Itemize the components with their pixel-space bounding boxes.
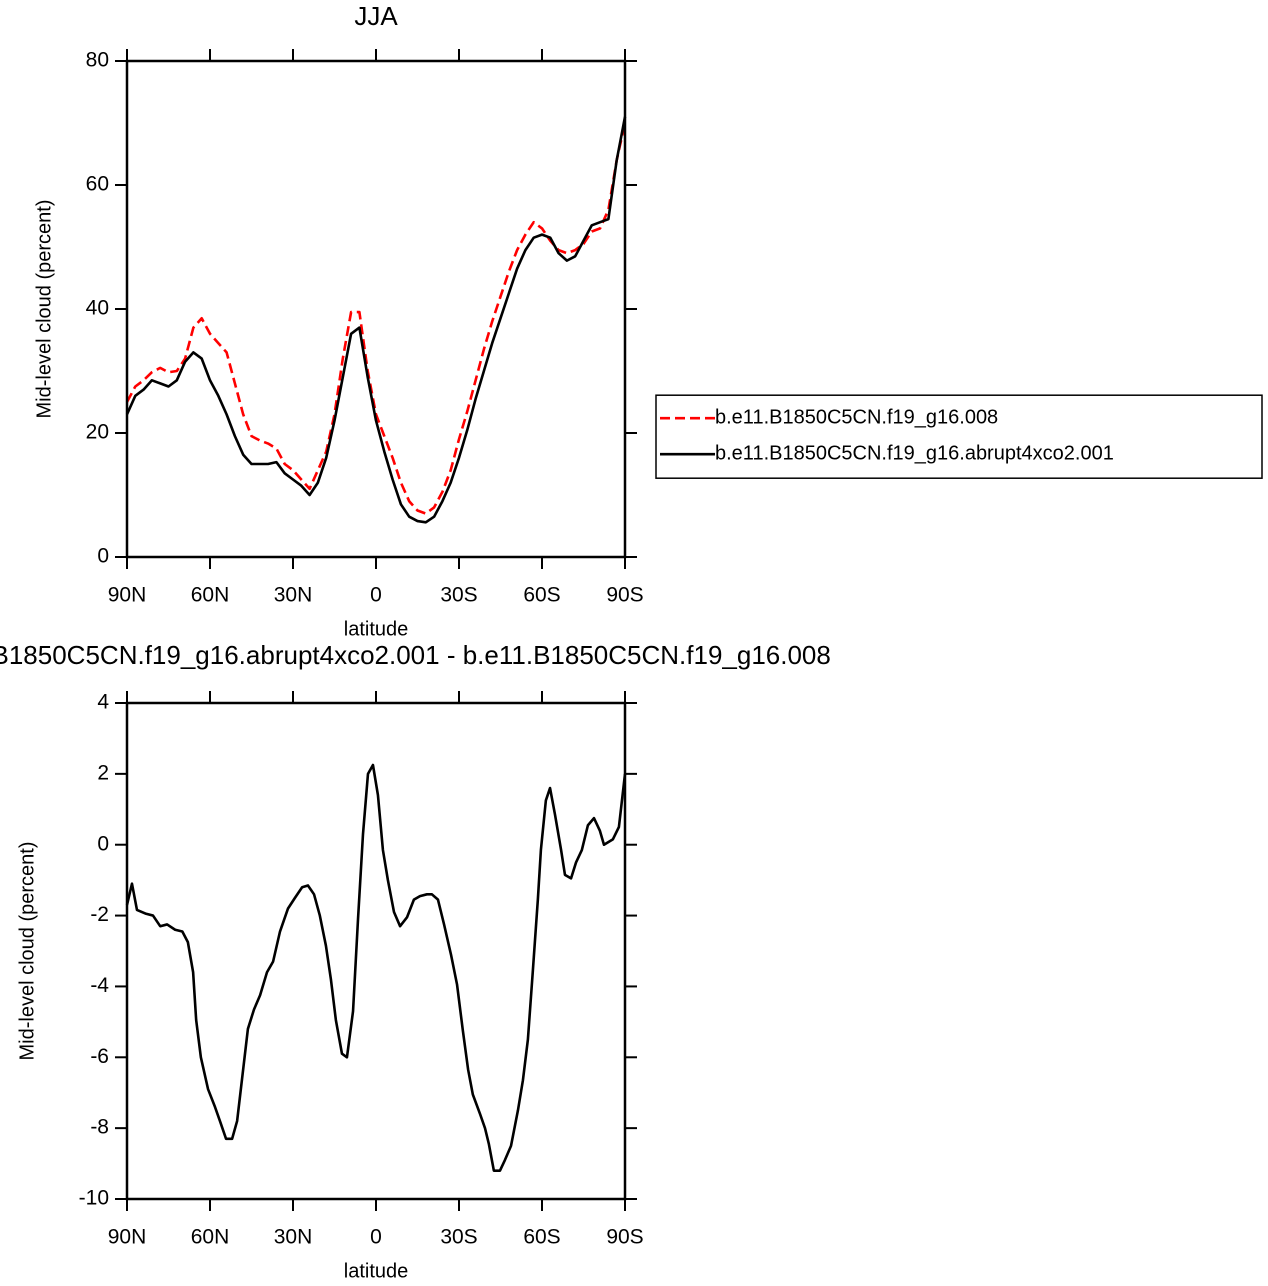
x-tick-label: 0 bbox=[370, 1226, 382, 1249]
y-tick-label: -10 bbox=[79, 1187, 109, 1210]
x-tick-label: 60S bbox=[523, 584, 560, 607]
y-axis-label: Mid-level cloud (percent) bbox=[16, 842, 38, 1061]
legend-label: b.e11.B1850C5CN.f19_g16.abrupt4xco2.001 bbox=[715, 442, 1114, 464]
legend: b.e11.B1850C5CN.f19_g16.008 b.e11.B1850C5… bbox=[655, 394, 1263, 479]
x-tick-label: 60N bbox=[191, 1226, 230, 1249]
y-tick-label: 80 bbox=[86, 49, 109, 72]
x-axis-label: latitude bbox=[344, 1260, 409, 1282]
x-tick-label: 30S bbox=[440, 584, 477, 607]
data-line bbox=[125, 122, 627, 515]
x-tick-label: 90S bbox=[606, 1226, 643, 1249]
y-tick-label: -6 bbox=[90, 1045, 109, 1068]
y-tick-label: 4 bbox=[97, 691, 109, 714]
x-tick-label: 90S bbox=[606, 584, 643, 607]
x-tick-label: 30S bbox=[440, 1226, 477, 1249]
chart-title: JJA bbox=[354, 1, 398, 31]
x-tick-label: 0 bbox=[370, 584, 382, 607]
x-tick-label: 60N bbox=[191, 584, 230, 607]
y-tick-label: 60 bbox=[86, 173, 109, 196]
data-line bbox=[125, 116, 627, 524]
y-tick-label: 2 bbox=[97, 761, 109, 784]
plot: JJA latitude Mid-level cloud (percent) 0 20 4… bbox=[33, 1, 1263, 640]
chart-title: b.e11.B1850C5CN.f19_g16.abrupt4xco2.001 … bbox=[0, 640, 831, 670]
y-tick-label: 40 bbox=[86, 297, 109, 320]
x-tick-label: 90N bbox=[108, 584, 147, 607]
data-line bbox=[125, 763, 627, 1172]
y-tick-label: -2 bbox=[90, 903, 109, 926]
plot-frame bbox=[125, 701, 627, 1201]
y-axis-label: Mid-level cloud (percent) bbox=[33, 200, 55, 419]
y-tick-label: 20 bbox=[86, 421, 109, 444]
x-tick-label: 30N bbox=[274, 1226, 313, 1249]
x-tick-label: 30N bbox=[274, 584, 313, 607]
x-axis-label: latitude bbox=[344, 618, 409, 640]
y-tick-label: 0 bbox=[97, 832, 109, 855]
y-tick-label: -8 bbox=[90, 1116, 109, 1139]
y-tick-label: 0 bbox=[97, 545, 109, 568]
plot: b.e11.B1850C5CN.f19_g16.abrupt4xco2.001 … bbox=[0, 640, 831, 1282]
y-tick-label: -4 bbox=[90, 974, 109, 997]
x-tick-label: 90N bbox=[108, 1226, 147, 1249]
x-tick-label: 60S bbox=[523, 1226, 560, 1249]
legend-label: b.e11.B1850C5CN.f19_g16.008 bbox=[715, 406, 998, 428]
plot-frame bbox=[125, 59, 627, 559]
legend-frame bbox=[655, 394, 1263, 479]
